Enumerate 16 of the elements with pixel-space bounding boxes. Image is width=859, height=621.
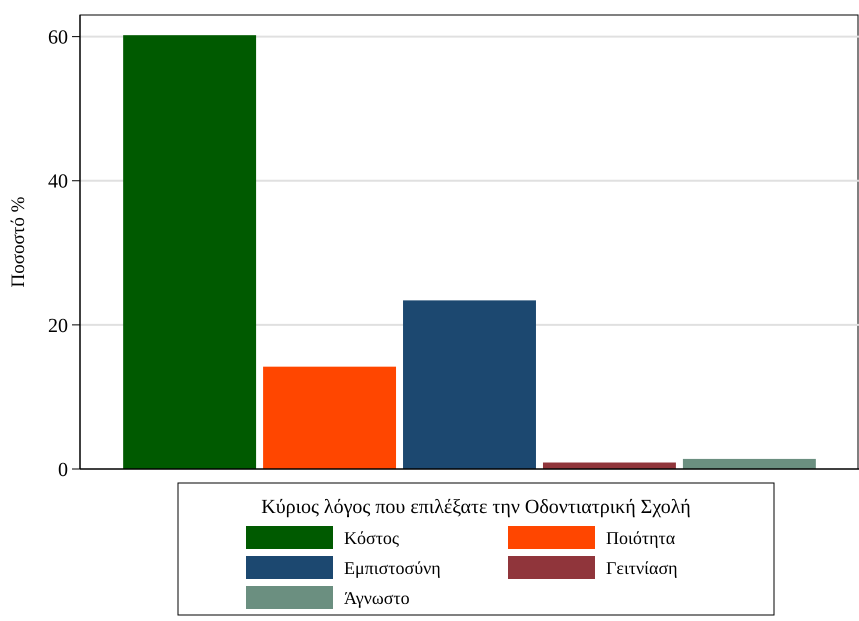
bar [263,366,396,469]
bar [403,300,536,469]
legend-title: Κύριος λόγος που επιλέξατε την Οδοντιατρική Σχολή [261,496,691,518]
bar [682,458,816,469]
legend-label: Γειτνίαση [606,558,678,578]
legend-label: Κόστος [344,528,400,548]
legend-label: Ποιότητα [606,528,676,548]
bar [542,462,676,469]
legend-label: Εμπιστοσύνη [344,558,441,578]
y-tick-label: 0 [58,459,68,481]
y-tick-label: 20 [48,314,68,337]
legend-label: Άγνωστο [344,588,410,608]
y-tick-label: 40 [48,170,68,193]
y-tick-label: 60 [48,26,68,49]
y-axis-title: Ποσοστό % [8,196,29,288]
bar [123,35,256,469]
